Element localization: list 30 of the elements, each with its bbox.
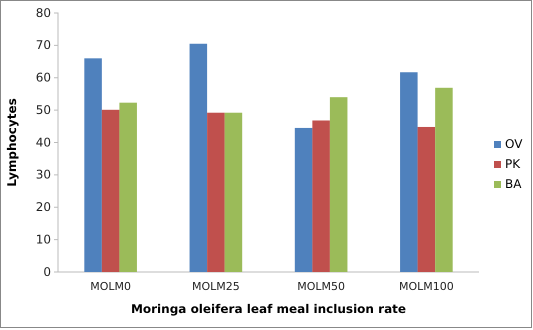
legend-label: OV [505, 137, 524, 151]
bar [330, 97, 348, 272]
y-axis-title: Lymphocytes [5, 98, 19, 187]
y-tick-label: 60 [36, 70, 51, 85]
bar [312, 120, 330, 272]
x-tick-label: MOLM50 [297, 280, 346, 293]
y-tick-label: 40 [36, 135, 51, 150]
y-tick-label: 50 [36, 102, 51, 117]
x-axis-title: Moringa oleifera leaf meal inclusion rate [130, 302, 406, 316]
bar [207, 112, 225, 272]
bar [294, 128, 312, 272]
y-tick-label: 20 [36, 200, 51, 214]
bar [190, 44, 208, 272]
bar [400, 72, 418, 272]
legend-label: PK [505, 157, 522, 171]
x-tick-label: MOLM0 [90, 280, 132, 293]
bar [224, 112, 242, 272]
bar [84, 58, 102, 272]
bar [435, 88, 453, 272]
x-tick-label: MOLM25 [192, 280, 240, 293]
bar [102, 110, 120, 272]
y-tick-label: 30 [36, 168, 51, 182]
legend-label: BA [505, 177, 522, 191]
y-tick-label: 70 [36, 38, 51, 52]
bar [418, 126, 436, 272]
x-tick-label: MOLM100 [398, 280, 454, 293]
y-tick-label: 80 [36, 6, 51, 20]
y-tick-label: 10 [36, 232, 51, 246]
bar [119, 102, 137, 272]
y-tick-label: 0 [43, 264, 51, 279]
